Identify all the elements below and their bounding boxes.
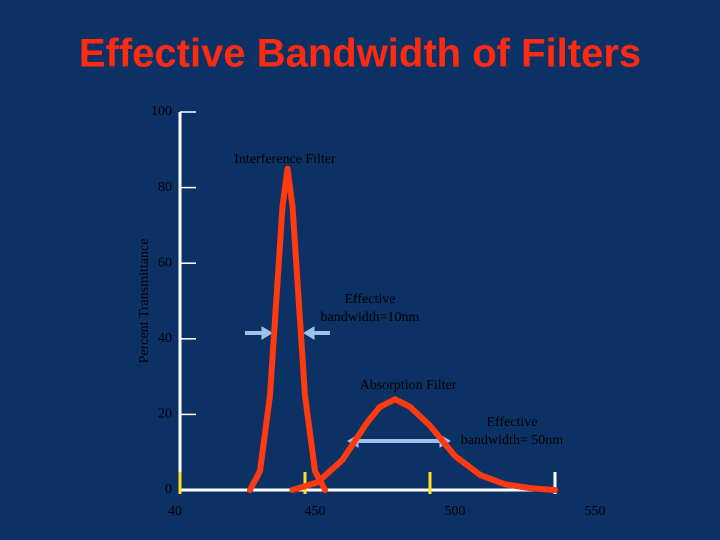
y-tick-label: 60: [158, 255, 172, 270]
series-label: Interference Filter: [234, 152, 336, 167]
series-line: [247, 165, 328, 493]
annotation: Effective: [486, 415, 537, 430]
x-tick-label: 450: [305, 504, 326, 519]
y-axis-label: Percent Transmittance: [137, 239, 152, 364]
y-tick-label: 20: [158, 407, 172, 422]
series-line: [289, 396, 558, 493]
y-tick-label: 80: [158, 180, 172, 195]
annotation: bandwidth= 50nm: [461, 433, 563, 448]
annotation: bandwidth=10nm: [321, 310, 420, 325]
y-tick-label: 0: [165, 482, 172, 497]
chart-title: Effective Bandwidth of Filters: [79, 32, 641, 76]
series-label: Absorption Filter: [360, 378, 457, 393]
y-tick-label: 40: [158, 331, 172, 346]
x-tick-label: 500: [445, 504, 466, 519]
y-tick-label: 100: [151, 104, 172, 119]
x-tick-label: 40: [168, 504, 182, 519]
annotation: Effective: [344, 292, 395, 307]
x-tick-label: 550: [585, 504, 606, 519]
